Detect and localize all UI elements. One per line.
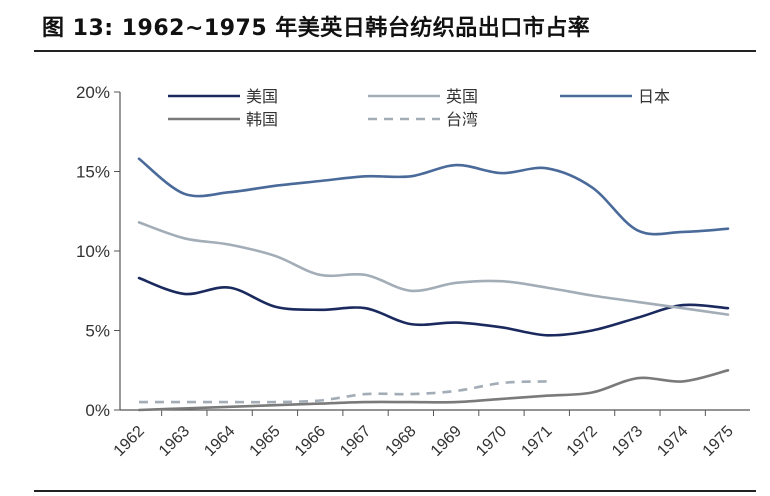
axes	[114, 91, 750, 416]
legend-label-2: 日本	[638, 87, 670, 106]
x-tick-label: 1971	[518, 423, 555, 460]
x-tick-label: 1963	[156, 423, 193, 460]
legend-label-1: 英国	[446, 87, 478, 106]
title-bar: 图 13: 1962~1975 年美英日韩台纺织品出口市占率	[0, 0, 770, 50]
x-tick-label: 1969	[428, 423, 465, 460]
x-tick-label: 1974	[654, 423, 691, 460]
x-tick-labels: 1962 1963 1964 1965 1966 1967 1968 1969 1970 1971…	[111, 423, 737, 460]
x-tick-label: 1962	[111, 423, 148, 460]
series-line-2	[137, 157, 730, 236]
legend-label-0: 美国	[246, 87, 278, 106]
x-tick-label: 1972	[564, 423, 601, 460]
y-tick-label: 0%	[85, 401, 110, 420]
x-tick-label: 1967	[337, 423, 374, 460]
series-line-4	[138, 380, 547, 404]
x-tick-label: 1965	[247, 423, 284, 460]
legend-label-4: 台湾	[446, 110, 478, 129]
legend-label-3: 韩国	[246, 110, 278, 129]
series-line-3	[137, 369, 730, 412]
series-lines	[137, 157, 730, 412]
x-tick-label: 1973	[609, 423, 646, 460]
y-tick-label: 10%	[76, 242, 110, 261]
bottom-divider	[34, 490, 756, 492]
y-tick-label: 5%	[85, 322, 110, 341]
y-tick-labels: 0% 5% 10% 15% 20%	[76, 83, 110, 420]
chart-title: 图 13: 1962~1975 年美英日韩台纺织品出口市占率	[42, 16, 591, 41]
x-tick-label: 1975	[700, 423, 737, 460]
y-tick-label: 15%	[76, 163, 110, 182]
x-tick-label: 1970	[473, 423, 510, 460]
x-tick-label: 1966	[292, 423, 329, 460]
x-tick-label: 1964	[201, 423, 238, 460]
title-divider	[34, 50, 756, 52]
x-tick-label: 1968	[382, 423, 419, 460]
series-line-1	[137, 221, 730, 316]
series-line-0	[137, 276, 730, 337]
y-tick-label: 20%	[76, 83, 110, 102]
